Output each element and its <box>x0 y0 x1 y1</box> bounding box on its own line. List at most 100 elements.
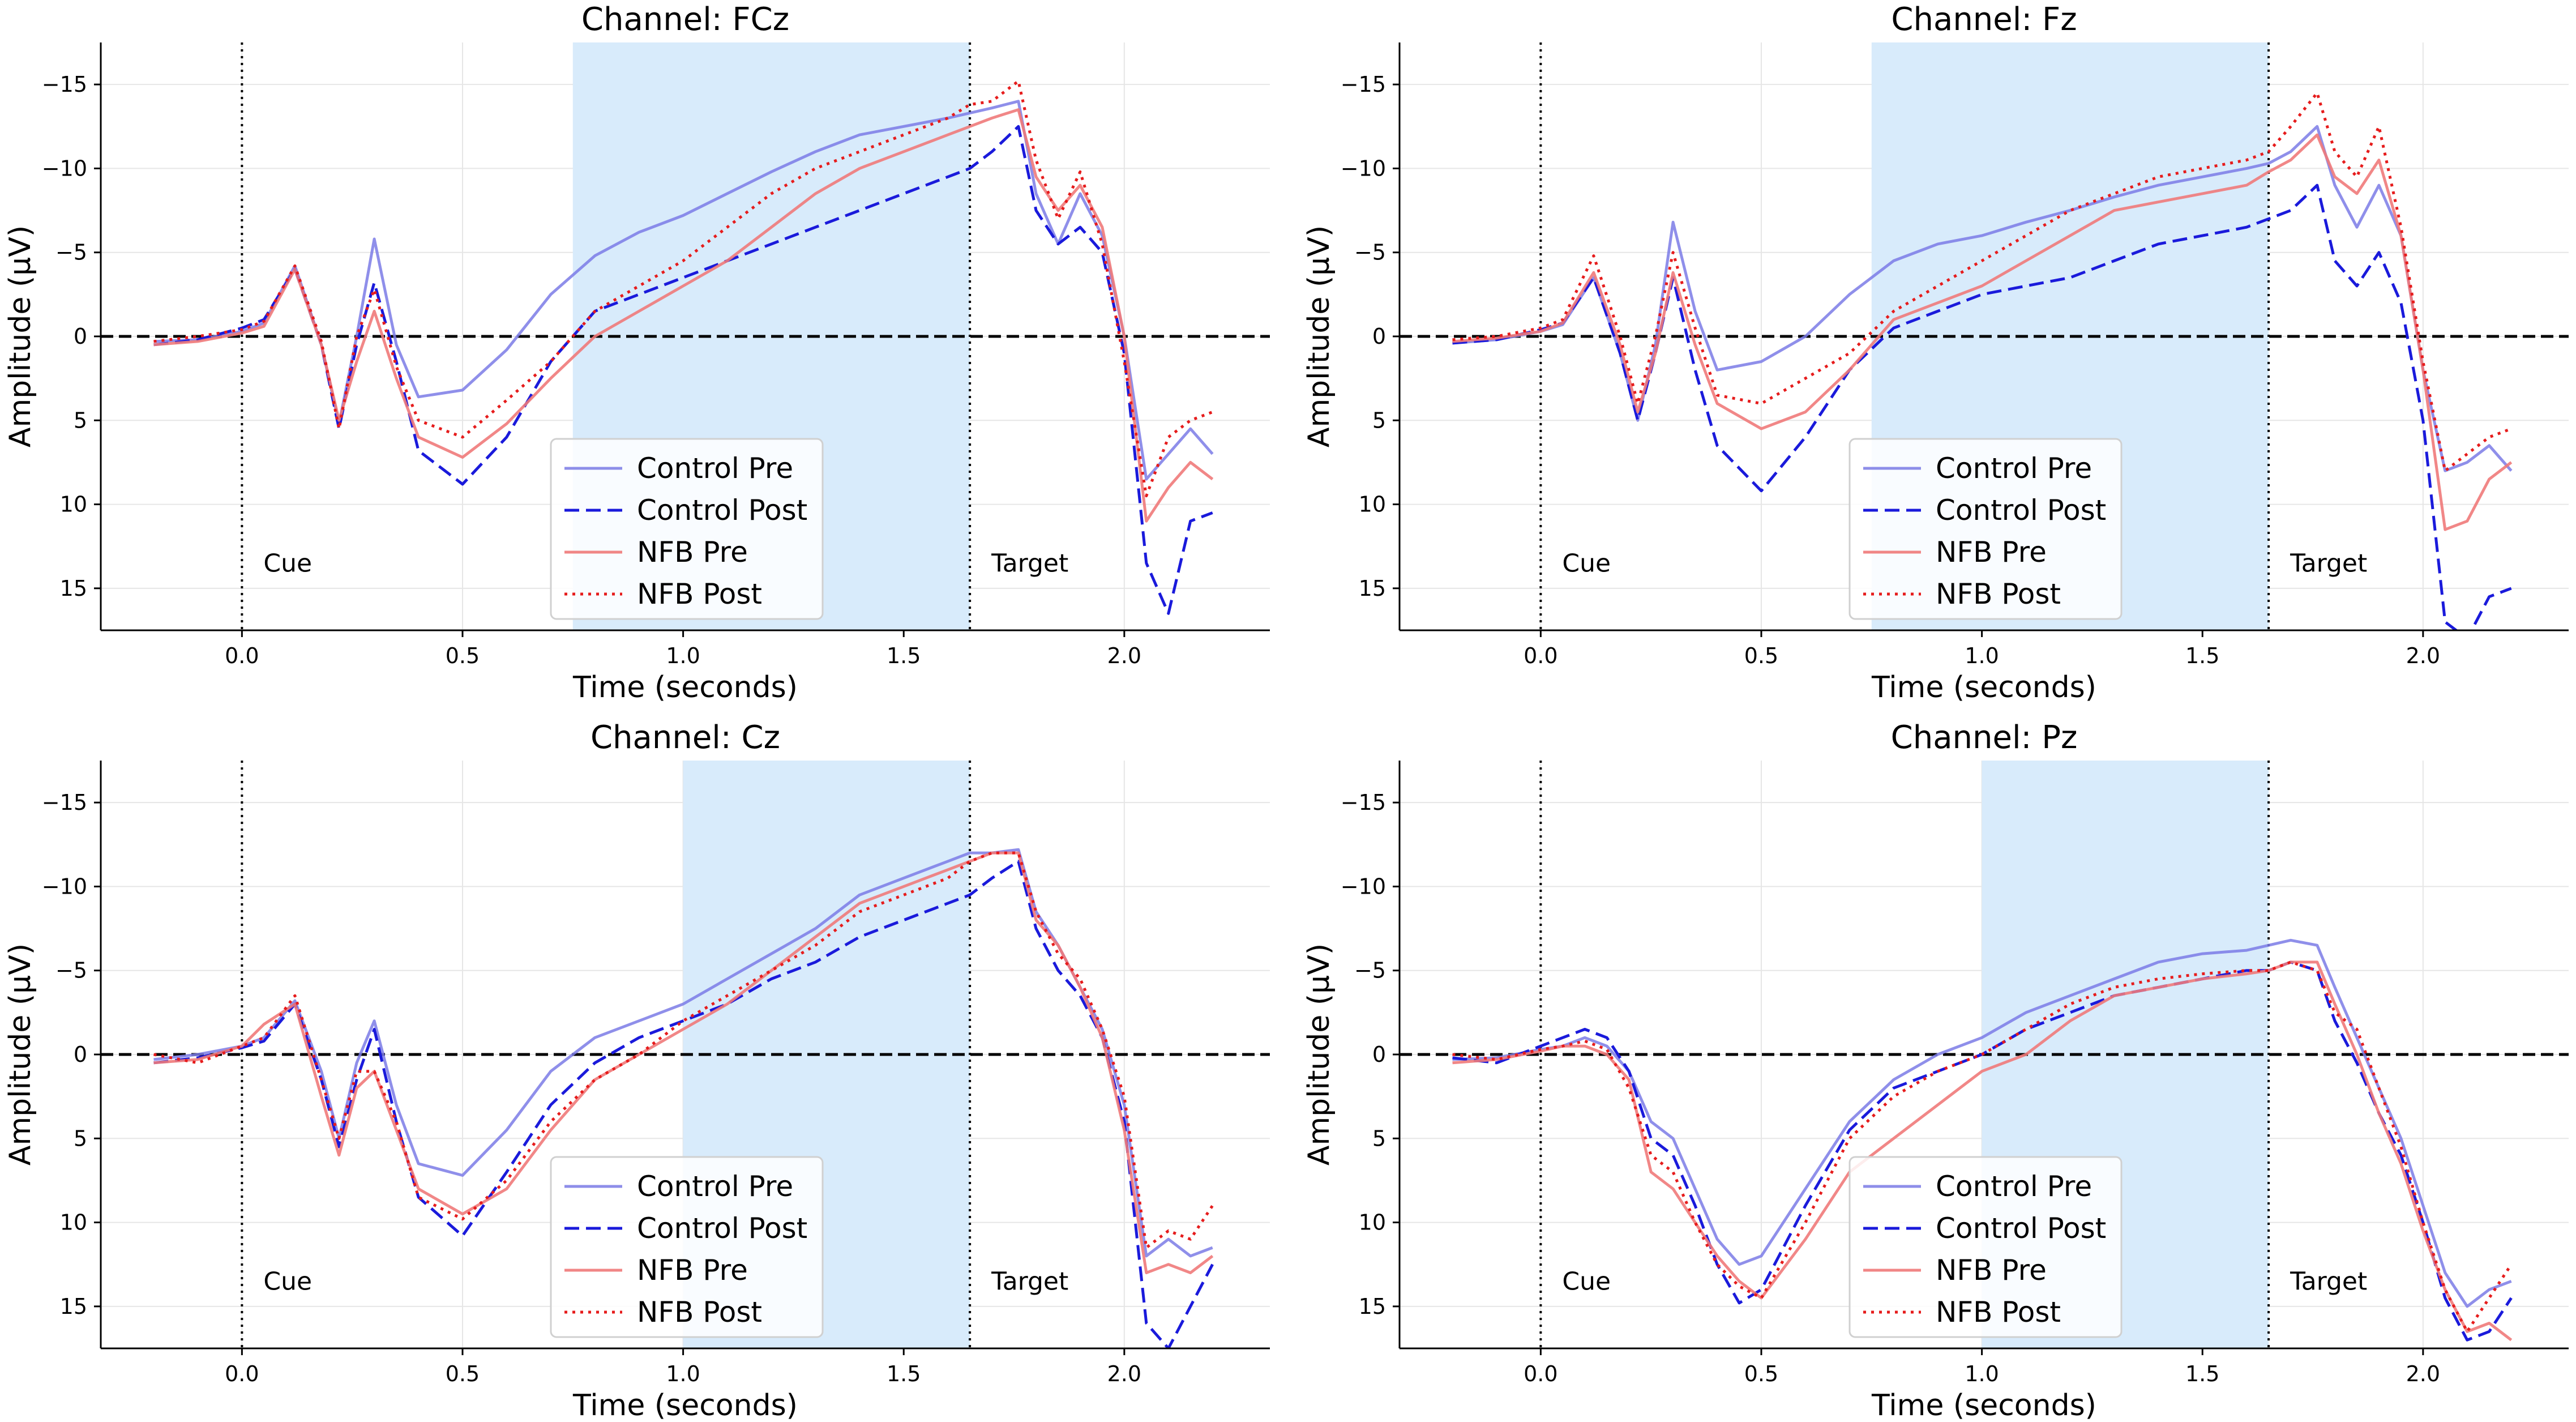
series-line-control-post <box>1452 183 2512 630</box>
legend-label-nfb-pre: NFB Pre <box>1936 536 2047 569</box>
y-tick-label: 5 <box>74 1126 87 1151</box>
series-line-nfb-pre <box>1452 960 2513 1342</box>
y-tick-label: −10 <box>1341 874 1386 899</box>
y-tick-label: −15 <box>42 72 87 97</box>
y-tick-label: −5 <box>55 958 87 983</box>
panel-channel-pz: Cue Target 0.0 0.5 1.0 1.5 2.0 −15 −10 −5 0 5 10 15 Ch… <box>1302 719 2569 1422</box>
legend-label-control-pre: Control Pre <box>637 452 793 485</box>
legend-box <box>1848 438 2123 620</box>
legend-box <box>550 1156 824 1338</box>
y-tick-label: −5 <box>55 240 87 265</box>
legend-label-nfb-post: NFB Post <box>1936 578 2061 610</box>
x-tick-label: 1.0 <box>666 643 700 668</box>
y-tick-label: −5 <box>1354 240 1386 265</box>
y-axis-label: Amplitude (μV) <box>3 943 37 1165</box>
series-line-nfb-post <box>1452 960 2513 1333</box>
legend: Control Pre Control Post NFB Pre NFB Post <box>550 1156 824 1338</box>
y-tick-label: −10 <box>1341 156 1386 181</box>
series-line-control-post <box>153 860 1214 1348</box>
legend-label-control-pre: Control Pre <box>1936 452 2092 485</box>
event-label-cue: Cue <box>263 549 312 578</box>
event-label-cue: Cue <box>263 1267 312 1296</box>
legend-label-nfb-pre: NFB Pre <box>1936 1254 2047 1287</box>
legend-label-nfb-post: NFB Post <box>637 578 762 610</box>
event-label-target: Target <box>991 1267 1068 1296</box>
x-tick-label: 1.5 <box>887 1361 921 1386</box>
x-axis-label: Time (seconds) <box>572 671 798 704</box>
event-label-target: Target <box>991 549 1068 578</box>
event-label-target: Target <box>2290 549 2367 578</box>
y-axis-label: Amplitude (μV) <box>1302 225 1336 447</box>
x-tick-label: 0.5 <box>1744 1361 1778 1386</box>
x-tick-label: 2.0 <box>2406 1361 2440 1386</box>
y-tick-label: −5 <box>1354 958 1386 983</box>
x-tick-label: 2.0 <box>1107 643 1141 668</box>
y-tick-label: 0 <box>74 324 87 349</box>
x-tick-label: 0.5 <box>446 1361 480 1386</box>
legend-label-nfb-pre: NFB Pre <box>637 536 748 569</box>
legend-box <box>1848 1156 2123 1338</box>
legend-box <box>550 438 824 620</box>
x-tick-label: 0.0 <box>225 643 259 668</box>
y-tick-label: 10 <box>1359 1210 1386 1235</box>
y-tick-label: 0 <box>1372 324 1386 349</box>
series-line-nfb-post <box>153 851 1214 1249</box>
y-tick-label: 15 <box>1359 576 1386 601</box>
x-tick-label: 0.5 <box>446 643 480 668</box>
series-group <box>1452 938 2513 1342</box>
legend-label-control-post: Control Post <box>637 494 807 527</box>
panel-title: Channel: Fz <box>1891 1 2077 38</box>
x-axis-label: Time (seconds) <box>572 1389 798 1422</box>
x-axis-label: Time (seconds) <box>1871 1389 2096 1422</box>
x-tick-label: 1.5 <box>2185 643 2219 668</box>
y-tick-label: −15 <box>42 790 87 815</box>
event-label-cue: Cue <box>1562 549 1611 578</box>
panel-channel-cz: Cue Target 0.0 0.5 1.0 1.5 2.0 −15 −10 −5 0 5 10 15 Ch… <box>3 719 1270 1422</box>
x-tick-label: 1.5 <box>2185 1361 2219 1386</box>
y-axis-label: Amplitude (μV) <box>1302 943 1336 1165</box>
legend-label-control-pre: Control Pre <box>637 1170 793 1203</box>
y-tick-label: 0 <box>1372 1042 1386 1067</box>
panel-title: Channel: FCz <box>581 1 789 38</box>
y-tick-label: 5 <box>1372 408 1386 433</box>
legend-label-control-post: Control Post <box>1936 1212 2106 1245</box>
legend: Control Pre Control Post NFB Pre NFB Post <box>550 438 824 620</box>
y-tick-label: 10 <box>60 1210 87 1235</box>
series-group <box>153 848 1214 1348</box>
legend-label-nfb-post: NFB Post <box>1936 1296 2061 1329</box>
x-tick-label: 1.0 <box>1965 1361 1999 1386</box>
y-tick-label: −10 <box>42 874 87 899</box>
legend-label-nfb-pre: NFB Pre <box>637 1254 748 1287</box>
y-tick-label: 5 <box>74 408 87 433</box>
event-label-cue: Cue <box>1562 1267 1611 1296</box>
panel-title: Channel: Cz <box>590 719 780 756</box>
x-tick-label: 0.0 <box>1524 1361 1557 1386</box>
series-group <box>153 79 1214 615</box>
legend: Control Pre Control Post NFB Pre NFB Post <box>1848 438 2123 620</box>
event-label-target: Target <box>2290 1267 2367 1296</box>
y-tick-label: −10 <box>42 156 87 181</box>
y-tick-label: −15 <box>1341 72 1386 97</box>
y-tick-label: 5 <box>1372 1126 1386 1151</box>
y-tick-label: 0 <box>74 1042 87 1067</box>
y-tick-label: 15 <box>60 576 87 601</box>
series-line-nfb-pre <box>153 851 1214 1274</box>
y-tick-label: −15 <box>1341 790 1386 815</box>
panel-channel-fcz: Cue Target 0.0 0.5 1.0 1.5 2.0 −15 −10 −5 0 5 10 15 Ch… <box>3 1 1270 704</box>
legend-label-control-post: Control Post <box>1936 494 2106 527</box>
x-tick-label: 0.0 <box>225 1361 259 1386</box>
x-tick-label: 0.5 <box>1744 643 1778 668</box>
legend: Control Pre Control Post NFB Pre NFB Post <box>1848 1156 2123 1338</box>
y-tick-label: 15 <box>60 1294 87 1319</box>
x-tick-label: 0.0 <box>1524 643 1557 668</box>
y-tick-label: 10 <box>60 492 87 517</box>
x-tick-label: 1.0 <box>666 1361 700 1386</box>
series-group <box>1452 91 2513 630</box>
panel-channel-fz: Cue Target 0.0 0.5 1.0 1.5 2.0 −15 −10 −5 0 5 10 15 Ch… <box>1302 1 2569 704</box>
series-line-nfb-post <box>153 79 1213 498</box>
x-tick-label: 2.0 <box>1107 1361 1141 1386</box>
y-tick-label: 10 <box>1359 492 1386 517</box>
legend-label-control-pre: Control Pre <box>1936 1170 2092 1203</box>
x-tick-label: 1.0 <box>1965 643 1999 668</box>
